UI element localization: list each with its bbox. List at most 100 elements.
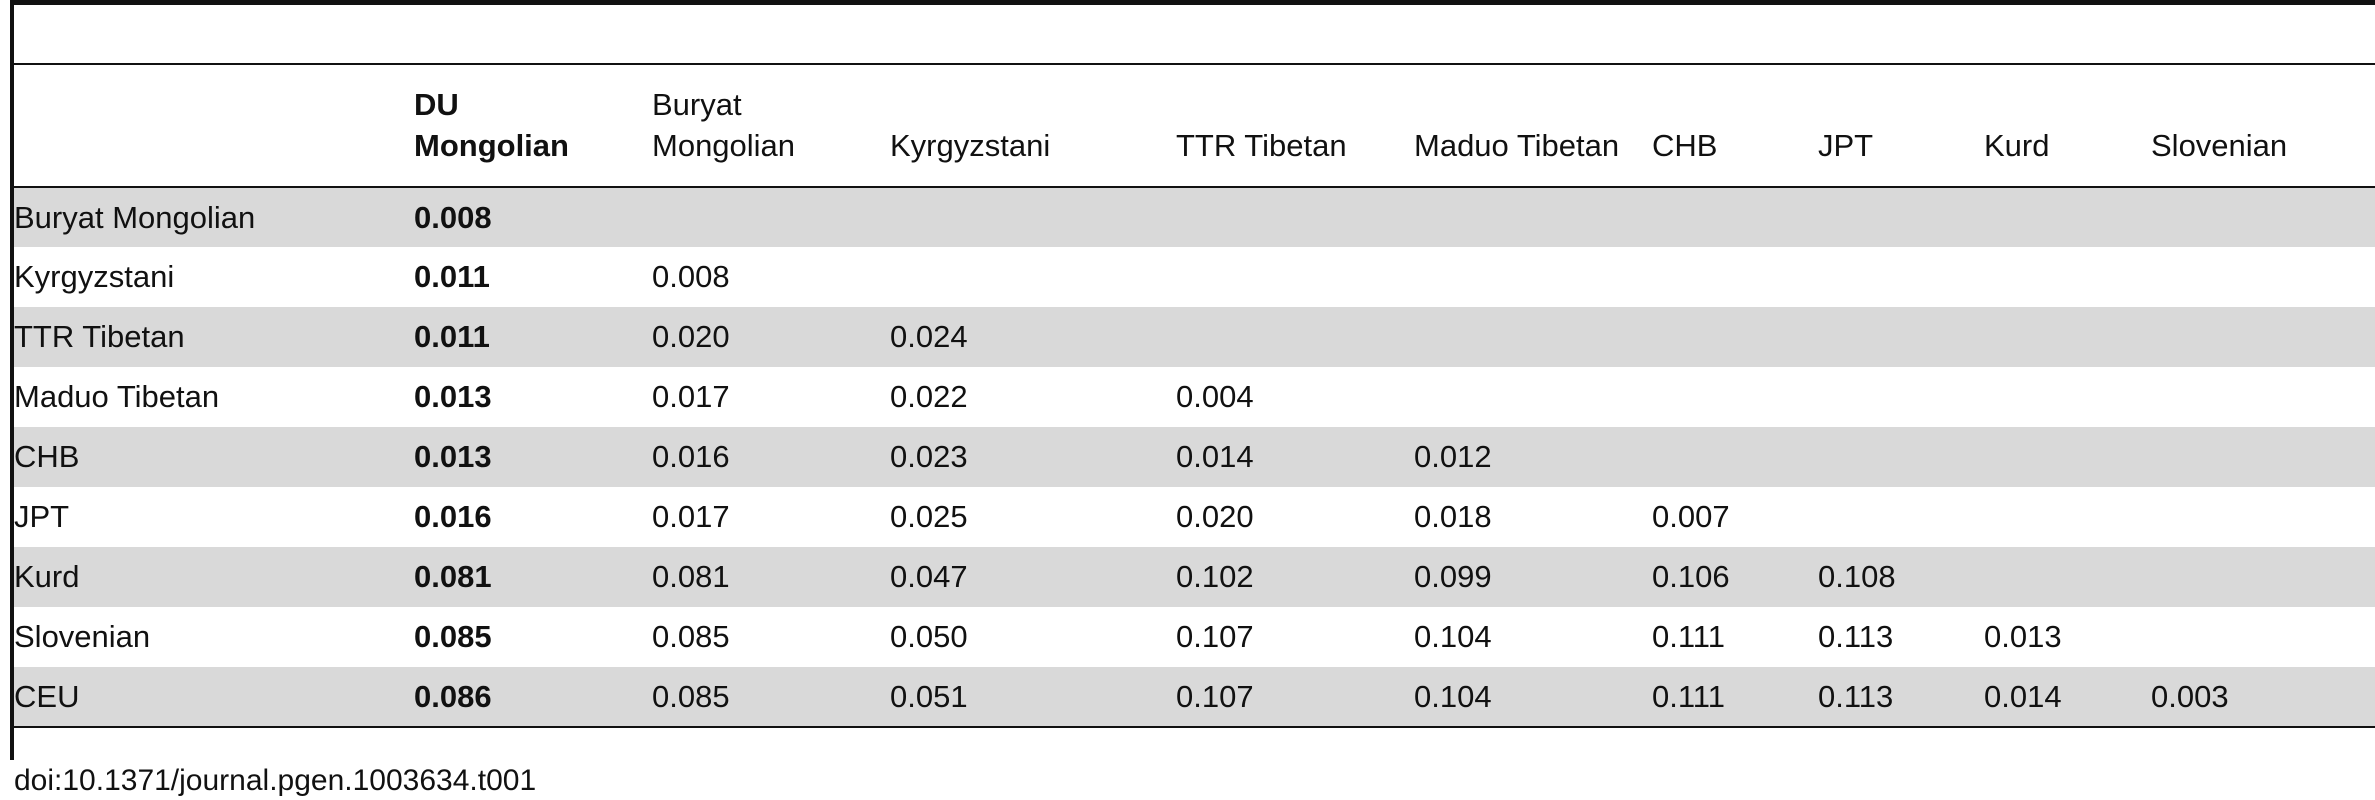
fst-value: 0.017 bbox=[652, 499, 730, 534]
fst-value bbox=[1652, 367, 1818, 427]
fst-value bbox=[652, 187, 890, 247]
row-label: Kurd bbox=[14, 547, 414, 607]
fst-value: 0.017 bbox=[652, 379, 730, 414]
fst-value: 0.107 bbox=[1176, 667, 1414, 728]
fst-value bbox=[1818, 427, 1984, 487]
fst-value: 0.007 bbox=[1652, 499, 1730, 534]
fst-value-du-mongolian: 0.081 bbox=[414, 547, 652, 607]
left-border-rule bbox=[10, 0, 14, 760]
table-row: Kyrgyzstani 0.011 0.008 bbox=[14, 247, 2375, 307]
fst-value bbox=[1414, 187, 1652, 247]
fst-value bbox=[1984, 307, 2151, 367]
table-row: Maduo Tibetan 0.013 0.017 0.022 0.004 bbox=[14, 367, 2375, 427]
fst-value: 0.050 bbox=[890, 619, 968, 654]
fst-value: 0.013 bbox=[1984, 619, 2062, 654]
fst-value bbox=[1176, 307, 1414, 367]
table-row: Kurd 0.081 0.081 0.047 0.102 0.099 0.106 0.108 bbox=[14, 547, 2375, 607]
fst-value: 0.020 bbox=[1176, 499, 1254, 534]
fst-value-du-mongolian: 0.013 bbox=[414, 427, 652, 487]
fst-value: 0.023 bbox=[890, 427, 1176, 487]
fst-value: 0.113 bbox=[1818, 667, 1984, 728]
fst-value: 0.108 bbox=[1818, 547, 1984, 607]
fst-value bbox=[1818, 187, 1984, 247]
column-header-jpt: JPT bbox=[1818, 63, 1984, 188]
fst-value: 0.111 bbox=[1652, 667, 1818, 728]
fst-value: 0.081 bbox=[652, 547, 890, 607]
fst-value bbox=[2151, 247, 2375, 307]
fst-value bbox=[1818, 247, 1984, 307]
column-header-kyrgyzstani: Kyrgyzstani bbox=[890, 63, 1176, 188]
fst-value bbox=[2151, 307, 2375, 367]
fst-value bbox=[2151, 427, 2375, 487]
fst-value: 0.014 bbox=[1176, 427, 1414, 487]
row-label: CEU bbox=[14, 667, 414, 728]
fst-value bbox=[1818, 367, 1984, 427]
fst-value: 0.102 bbox=[1176, 547, 1414, 607]
fst-value: 0.024 bbox=[890, 307, 1176, 367]
table-row: JPT 0.016 0.017 0.025 0.020 0.018 0.007 bbox=[14, 487, 2375, 547]
fst-value: 0.111 bbox=[1652, 619, 1725, 654]
fst-value-du-mongolian: 0.011 bbox=[414, 307, 652, 367]
table-row: TTR Tibetan 0.011 0.020 0.024 bbox=[14, 307, 2375, 367]
fst-value: 0.085 bbox=[652, 619, 730, 654]
column-header-kurd: Kurd bbox=[1984, 63, 2151, 188]
column-header-chb: CHB bbox=[1652, 63, 1818, 188]
fst-value: 0.104 bbox=[1414, 667, 1652, 728]
column-header-slovenian: Slovenian bbox=[2151, 63, 2375, 188]
fst-value-du-mongolian: 0.013 bbox=[414, 379, 492, 414]
row-label: Maduo Tibetan bbox=[14, 379, 220, 414]
fst-value bbox=[2151, 487, 2375, 547]
row-label: CHB bbox=[14, 427, 414, 487]
row-header-label bbox=[14, 63, 414, 188]
header-row: DU Mongolian Buryat Mongolian Kyrgyzstan… bbox=[14, 63, 2375, 188]
table-row: Slovenian 0.085 0.085 0.050 0.107 0.104 0.111 0… bbox=[14, 607, 2375, 667]
fst-value: 0.003 bbox=[2151, 667, 2375, 728]
fst-value bbox=[2151, 187, 2375, 247]
doi-caption: doi:10.1371/journal.pgen.1003634.t001 bbox=[14, 764, 537, 797]
fst-value bbox=[1984, 547, 2151, 607]
fst-value bbox=[1414, 247, 1652, 307]
fst-value bbox=[1652, 307, 1818, 367]
fst-value-du-mongolian: 0.011 bbox=[414, 259, 490, 294]
fst-value bbox=[1176, 187, 1414, 247]
top-border-rule bbox=[12, 0, 2375, 5]
fst-value: 0.051 bbox=[890, 667, 1176, 728]
fst-value bbox=[1984, 487, 2151, 547]
fst-value bbox=[1984, 427, 2151, 487]
table-row: CEU 0.086 0.085 0.051 0.107 0.104 0.111 0.113 0.… bbox=[14, 667, 2375, 728]
fst-value bbox=[2151, 607, 2375, 667]
fst-value bbox=[1176, 247, 1414, 307]
row-label: Buryat Mongolian bbox=[14, 187, 414, 247]
fst-value bbox=[2151, 547, 2375, 607]
fst-value: 0.008 bbox=[652, 259, 730, 294]
fst-value bbox=[1652, 247, 1818, 307]
column-header-du-mongolian: DU Mongolian bbox=[414, 63, 652, 188]
fst-value-du-mongolian: 0.086 bbox=[414, 667, 652, 728]
fst-value-du-mongolian: 0.008 bbox=[414, 187, 652, 247]
fst-value bbox=[2151, 367, 2375, 427]
column-header-buryat-mongolian: Buryat Mongolian bbox=[652, 63, 890, 188]
fst-value: 0.113 bbox=[1818, 619, 1894, 654]
fst-value bbox=[1984, 187, 2151, 247]
fst-value-du-mongolian: 0.016 bbox=[414, 499, 492, 534]
row-label: Kyrgyzstani bbox=[14, 259, 175, 294]
fst-value bbox=[890, 187, 1176, 247]
fst-value: 0.106 bbox=[1652, 547, 1818, 607]
fst-value bbox=[1414, 307, 1652, 367]
fst-value bbox=[1818, 307, 1984, 367]
fst-value: 0.014 bbox=[1984, 667, 2151, 728]
table-row: CHB 0.013 0.016 0.023 0.014 0.012 bbox=[14, 427, 2375, 487]
column-header-ttr-tibetan: TTR Tibetan bbox=[1176, 63, 1414, 188]
fst-value bbox=[1414, 367, 1652, 427]
fst-value: 0.025 bbox=[890, 499, 968, 534]
fst-distance-table: DU Mongolian Buryat Mongolian Kyrgyzstan… bbox=[14, 63, 2375, 728]
fst-value: 0.047 bbox=[890, 547, 1176, 607]
fst-value: 0.107 bbox=[1176, 619, 1254, 654]
fst-value bbox=[1818, 487, 1984, 547]
fst-value bbox=[1984, 247, 2151, 307]
row-label: Slovenian bbox=[14, 619, 151, 654]
row-label: JPT bbox=[14, 499, 70, 534]
fst-value bbox=[1984, 367, 2151, 427]
fst-value: 0.104 bbox=[1414, 619, 1492, 654]
